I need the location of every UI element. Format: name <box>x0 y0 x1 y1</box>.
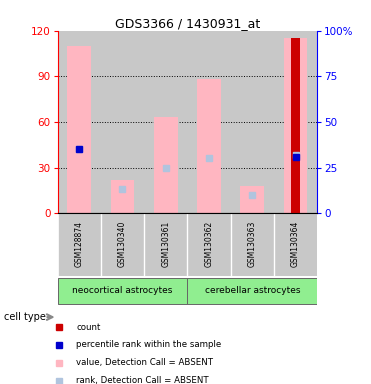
Bar <box>154 118 178 213</box>
Text: percentile rank within the sample: percentile rank within the sample <box>76 340 221 349</box>
Bar <box>240 186 264 213</box>
Bar <box>67 46 91 213</box>
Bar <box>187 278 317 304</box>
Bar <box>274 31 317 213</box>
Bar <box>197 79 221 213</box>
Text: neocortical astrocytes: neocortical astrocytes <box>72 286 173 295</box>
Bar <box>101 213 144 276</box>
Bar <box>291 38 301 213</box>
Text: GSM130361: GSM130361 <box>161 220 170 266</box>
Bar <box>274 213 317 276</box>
Bar <box>231 31 274 213</box>
Text: GSM130362: GSM130362 <box>204 220 213 266</box>
Bar <box>144 31 187 213</box>
Text: count: count <box>76 323 101 332</box>
Bar <box>187 213 231 276</box>
Text: GSM130363: GSM130363 <box>248 220 257 267</box>
Text: GSM130364: GSM130364 <box>291 220 300 267</box>
Title: GDS3366 / 1430931_at: GDS3366 / 1430931_at <box>115 17 260 30</box>
Text: rank, Detection Call = ABSENT: rank, Detection Call = ABSENT <box>76 376 209 384</box>
Bar <box>187 31 231 213</box>
Bar <box>101 31 144 213</box>
Text: value, Detection Call = ABSENT: value, Detection Call = ABSENT <box>76 358 213 367</box>
Bar <box>111 180 134 213</box>
Text: cerebellar astrocytes: cerebellar astrocytes <box>204 286 300 295</box>
Text: GSM130340: GSM130340 <box>118 220 127 267</box>
Bar <box>58 278 187 304</box>
Bar <box>231 213 274 276</box>
Text: cell type: cell type <box>4 312 46 322</box>
Bar <box>58 213 101 276</box>
Text: GSM128874: GSM128874 <box>75 220 83 266</box>
Bar <box>58 31 101 213</box>
Bar <box>144 213 187 276</box>
Bar <box>284 38 308 213</box>
